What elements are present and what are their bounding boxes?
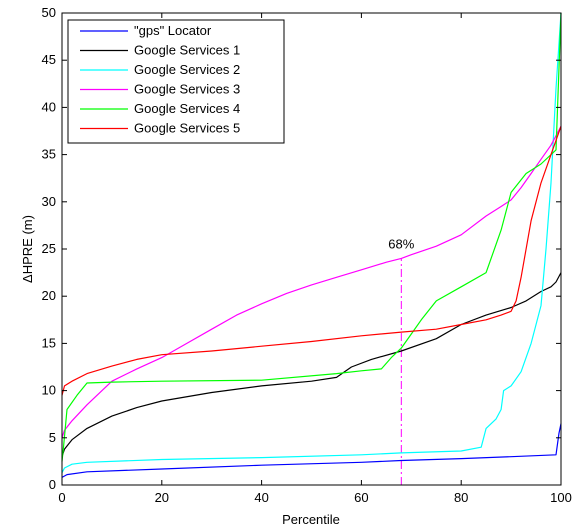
axes-layer: 0 20 40 60 80 100 0 5 10 15 20 25 30 35 40 45 50 <box>42 5 572 505</box>
legend-label-2: Google Services 1 <box>134 43 240 58</box>
y-tick-label: 10 <box>42 383 56 398</box>
x-tick-label: 100 <box>550 490 572 505</box>
annotation-layer: 68% <box>388 236 415 485</box>
x-tick-label: 40 <box>254 490 268 505</box>
series-layer <box>61 12 562 478</box>
y-tick-label: 45 <box>42 52 56 67</box>
series-line-3 <box>61 12 562 473</box>
x-tick-label: 20 <box>155 490 169 505</box>
y-tick-label: 40 <box>42 99 56 114</box>
series-line-5 <box>61 12 562 462</box>
y-tick-label: 15 <box>42 335 56 350</box>
legend: "gps" Locator Google Services 1 Google Ser… <box>67 19 285 144</box>
legend-label-3: Google Services 2 <box>134 62 240 77</box>
legend-label-6: Google Services 5 <box>134 121 240 136</box>
y-tick-label: 0 <box>49 477 56 492</box>
series-line-2 <box>61 272 562 457</box>
legend-label-4: Google Services 3 <box>134 82 240 97</box>
y-tick-label: 50 <box>42 5 56 20</box>
annotation-label: 68% <box>388 236 414 251</box>
y-tick-label: 25 <box>42 241 56 256</box>
series-line-4 <box>61 126 562 438</box>
y-tick-label: 20 <box>42 288 56 303</box>
series-line-1 <box>61 423 562 478</box>
series-line-6 <box>61 126 562 396</box>
x-tick-label: 60 <box>354 490 368 505</box>
y-tick-label: 5 <box>49 430 56 445</box>
x-tick-label: 0 <box>58 490 65 505</box>
x-axis-label: Percentile <box>282 512 340 527</box>
legend-label-5: Google Services 4 <box>134 101 240 116</box>
legend-label-1: "gps" Locator <box>134 23 212 38</box>
y-axis-label: ΔHPRE (m) <box>20 215 35 283</box>
y-tick-label: 30 <box>42 194 56 209</box>
x-tick-label: 80 <box>454 490 468 505</box>
legend-box <box>67 19 285 144</box>
y-tick-label: 35 <box>42 147 56 162</box>
